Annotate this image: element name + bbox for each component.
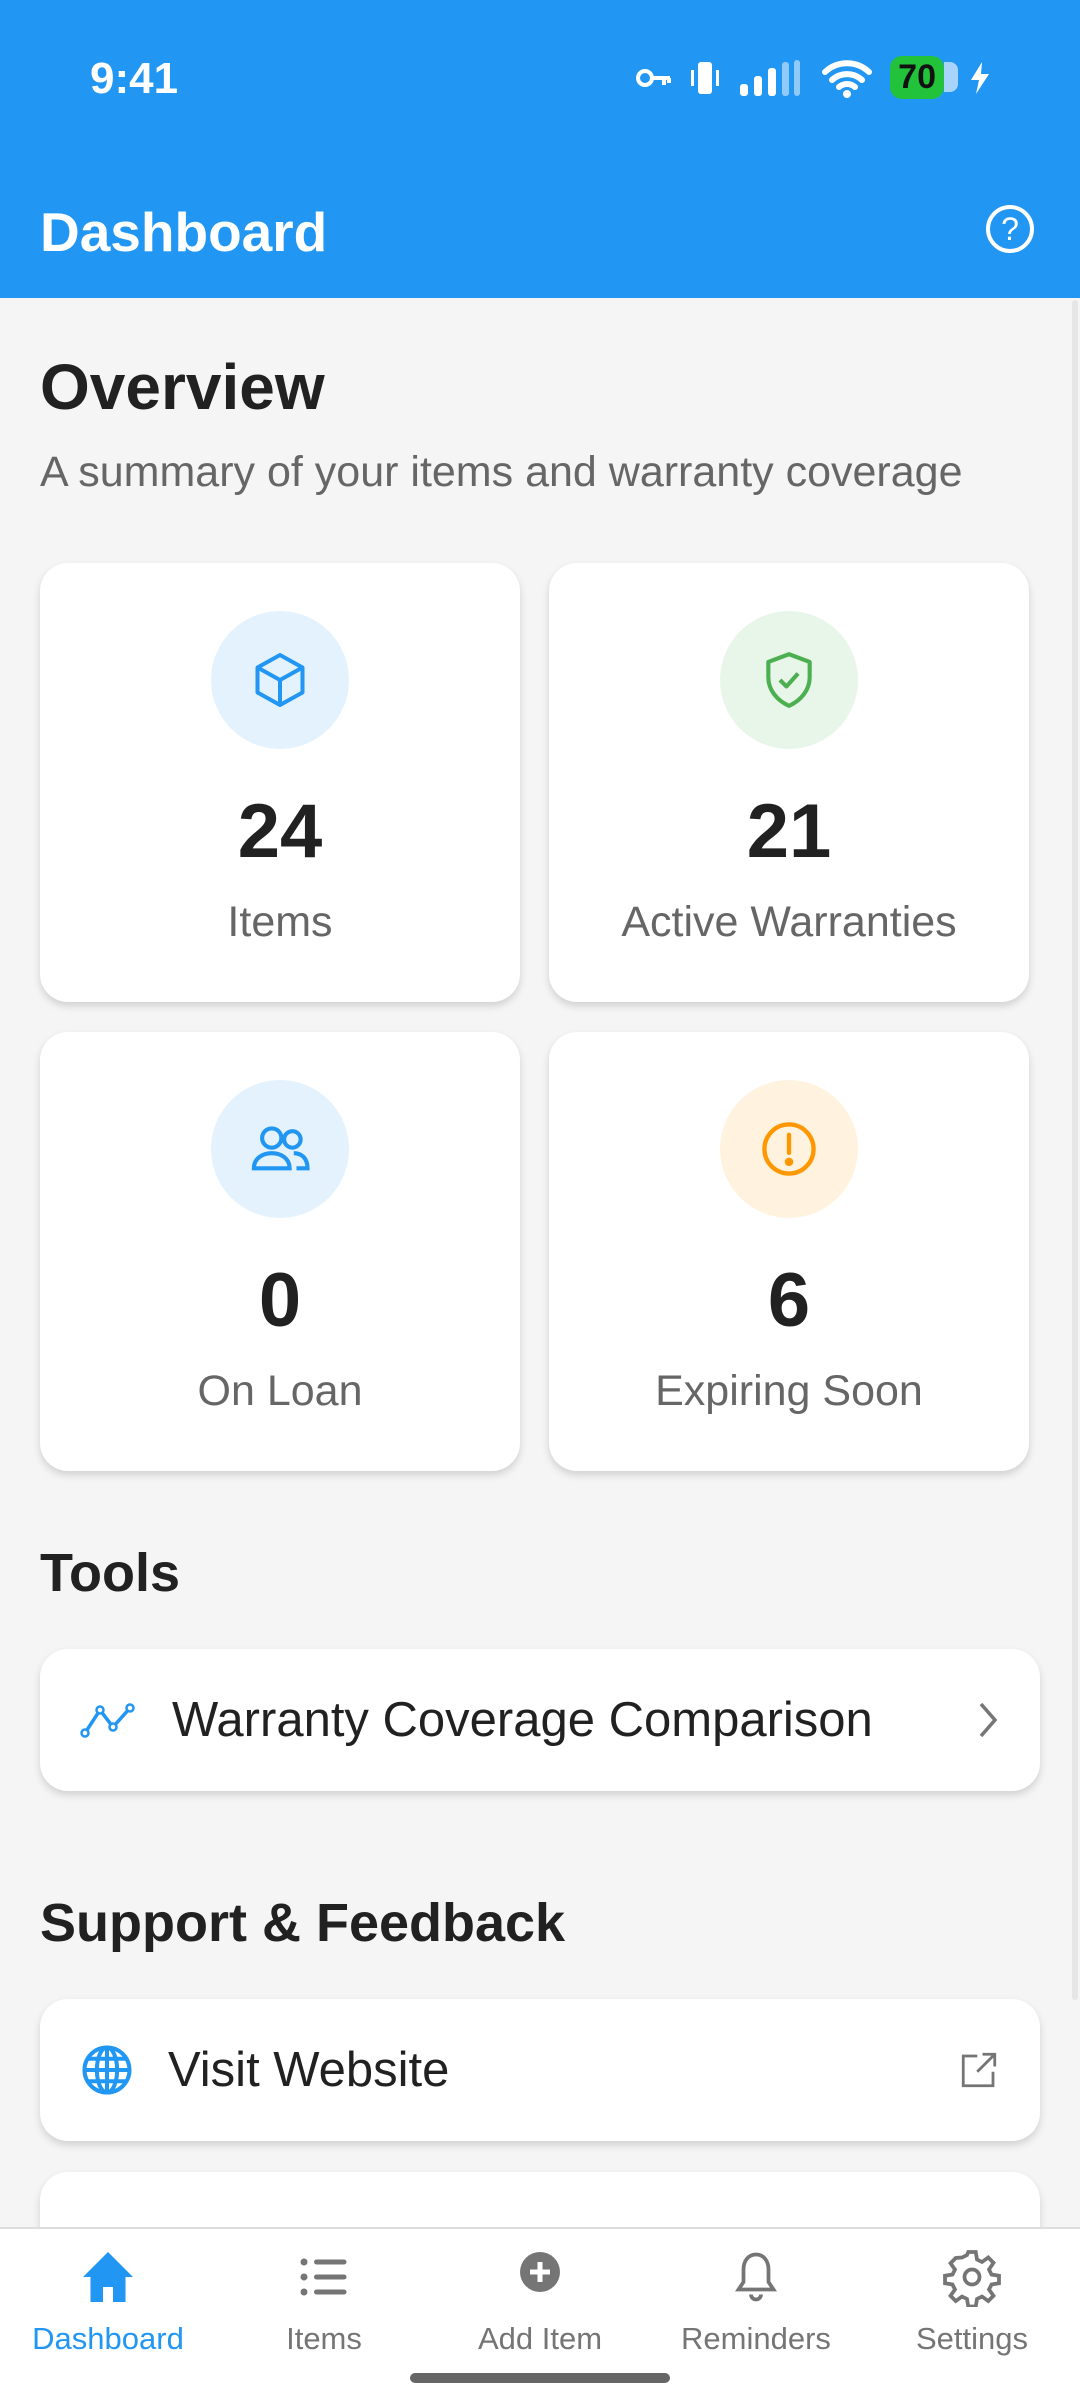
nav-label: Reminders: [681, 2321, 831, 2356]
home-icon: [83, 2252, 133, 2302]
stat-value: 6: [767, 1258, 811, 1343]
nav-settings[interactable]: Settings: [864, 2229, 1080, 2404]
wifi-icon: [822, 59, 873, 98]
gear-icon: [943, 2250, 1001, 2307]
external-link-icon: [961, 2052, 997, 2088]
list-icon: [300, 2258, 347, 2296]
stat-label: Items: [227, 898, 333, 946]
stat-value: 21: [746, 789, 832, 874]
stat-value: 0: [258, 1258, 302, 1343]
trend-line-icon: [80, 1703, 135, 1738]
nav-label: Settings: [915, 2321, 1028, 2356]
support-label: Visit Website: [168, 2043, 450, 2097]
stat-label: On Loan: [197, 1367, 363, 1415]
stat-card-items[interactable]: 24 Items: [40, 563, 520, 1002]
nav-add-item[interactable]: Add Item: [432, 2229, 648, 2404]
stat-card-active-warranties[interactable]: 21 Active Warranties: [549, 563, 1029, 1002]
scrollbar[interactable]: [1072, 300, 1078, 2000]
stat-card-on-loan[interactable]: 0 On Loan: [40, 1032, 520, 1471]
nav-label: Items: [286, 2321, 362, 2356]
page-title: Dashboard: [40, 201, 328, 263]
home-indicator[interactable]: [410, 2373, 670, 2383]
shield-check-icon: [720, 611, 858, 749]
tool-label: Warranty Coverage Comparison: [172, 1693, 873, 1747]
stat-label: Active Warranties: [621, 898, 957, 946]
status-time: 9:41: [90, 54, 179, 103]
cube-icon: [211, 611, 349, 749]
nav-label: Dashboard: [32, 2321, 184, 2356]
status-icons: 70: [636, 56, 992, 99]
vpn-key-icon: [636, 68, 672, 87]
visit-website-button[interactable]: Visit Website: [40, 1999, 1040, 2141]
stat-card-expiring-soon[interactable]: 6 Expiring Soon: [549, 1032, 1029, 1471]
support-heading: Support & Feedback: [40, 1893, 566, 1953]
chevron-right-icon: [979, 1702, 998, 1738]
app-header: 9:41 70 Dashboard ?: [0, 0, 1080, 298]
nav-reminders[interactable]: Reminders: [648, 2229, 864, 2404]
overview-subtitle: A summary of your items and warranty cov…: [40, 448, 963, 496]
signal-icon: [740, 59, 801, 96]
alert-circle-icon: [720, 1080, 858, 1218]
tools-heading: Tools: [40, 1543, 180, 1603]
people-icon: [211, 1080, 349, 1218]
add-circle-icon: [520, 2252, 560, 2292]
charging-icon: [971, 61, 989, 94]
nav-dashboard[interactable]: Dashboard: [0, 2229, 216, 2404]
globe-icon: [82, 2045, 132, 2095]
overview-title: Overview: [40, 351, 325, 423]
stat-value: 24: [237, 789, 323, 874]
vibrate-icon: [691, 61, 720, 94]
warranty-coverage-comparison-button[interactable]: Warranty Coverage Comparison: [40, 1649, 1040, 1791]
stat-label: Expiring Soon: [655, 1367, 923, 1415]
help-icon[interactable]: ?: [986, 205, 1034, 253]
bell-icon: [734, 2252, 778, 2302]
nav-label: Add Item: [477, 2321, 603, 2356]
nav-items[interactable]: Items: [216, 2229, 432, 2404]
battery-indicator: 70: [890, 56, 958, 99]
